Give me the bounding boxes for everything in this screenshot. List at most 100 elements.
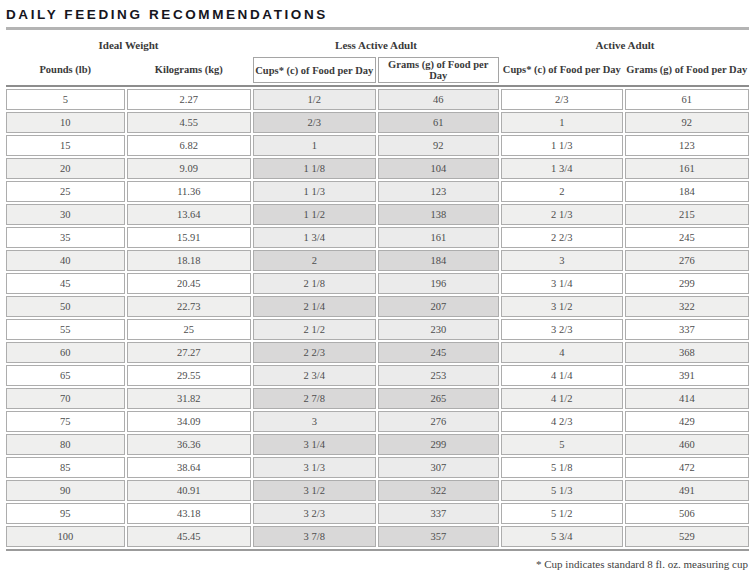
cell-grams-active: 529	[625, 526, 749, 547]
cell-cups-active: 1 1/3	[501, 135, 623, 156]
cell-cups-less-active: 2 1/8	[253, 273, 375, 294]
cell-pounds: 20	[6, 158, 125, 179]
cell-grams-less-active: 253	[378, 365, 500, 386]
cell-grams-active: 123	[625, 135, 749, 156]
cell-grams-less-active: 46	[378, 89, 500, 110]
cell-cups-less-active: 1	[253, 135, 375, 156]
cell-grams-active: 429	[625, 411, 749, 432]
footnote: * Cup indicates standard 8 fl. oz. measu…	[6, 558, 749, 570]
cell-cups-active: 5 1/3	[501, 480, 623, 501]
cell-pounds: 50	[6, 296, 125, 317]
cell-cups-active: 3 1/2	[501, 296, 623, 317]
cell-grams-less-active: 307	[378, 457, 500, 478]
cell-cups-less-active: 3 2/3	[253, 503, 375, 524]
group-header-ideal-weight: Ideal Weight	[6, 35, 251, 55]
cell-kilograms: 2.27	[127, 89, 251, 110]
cell-kilograms: 27.27	[127, 342, 251, 363]
cell-grams-less-active: 123	[378, 181, 500, 202]
cell-cups-less-active: 2 1/4	[253, 296, 375, 317]
cell-grams-active: 276	[625, 250, 749, 271]
cell-cups-active: 5 1/2	[501, 503, 623, 524]
cell-kilograms: 25	[127, 319, 251, 340]
cell-cups-less-active: 1 3/4	[253, 227, 375, 248]
cell-cups-less-active: 2/3	[253, 112, 375, 133]
feeding-table: Ideal Weight Less Active Adult Active Ad…	[6, 35, 749, 551]
cell-cups-less-active: 3 1/3	[253, 457, 375, 478]
cell-pounds: 45	[6, 273, 125, 294]
cell-grams-less-active: 104	[378, 158, 500, 179]
group-header-active-adult: Active Adult	[501, 35, 749, 55]
cell-grams-active: 491	[625, 480, 749, 501]
cell-pounds: 30	[6, 204, 125, 225]
cell-kilograms: 18.18	[127, 250, 251, 271]
cell-grams-less-active: 265	[378, 388, 500, 409]
cell-grams-active: 506	[625, 503, 749, 524]
cell-kilograms: 6.82	[127, 135, 251, 156]
cell-kilograms: 22.73	[127, 296, 251, 317]
cell-grams-less-active: 322	[378, 480, 500, 501]
cell-kilograms: 13.64	[127, 204, 251, 225]
page-title: DAILY FEEDING RECOMMENDATIONS	[6, 7, 749, 22]
cell-cups-less-active: 3	[253, 411, 375, 432]
column-header-pounds: Pounds (lb)	[6, 57, 125, 81]
cell-cups-active: 2 1/3	[501, 204, 623, 225]
cell-grams-less-active: 196	[378, 273, 500, 294]
cell-pounds: 55	[6, 319, 125, 340]
cell-cups-less-active: 2 7/8	[253, 388, 375, 409]
cell-grams-active: 215	[625, 204, 749, 225]
cell-grams-less-active: 276	[378, 411, 500, 432]
cell-cups-active: 4	[501, 342, 623, 363]
cell-grams-less-active: 138	[378, 204, 500, 225]
cell-grams-active: 92	[625, 112, 749, 133]
cell-cups-active: 3	[501, 250, 623, 271]
cell-cups-active: 2/3	[501, 89, 623, 110]
cell-kilograms: 4.55	[127, 112, 251, 133]
cell-grams-less-active: 299	[378, 434, 500, 455]
cell-cups-active: 4 1/4	[501, 365, 623, 386]
cell-kilograms: 9.09	[127, 158, 251, 179]
cell-cups-less-active: 2 3/4	[253, 365, 375, 386]
cell-grams-active: 391	[625, 365, 749, 386]
cell-kilograms: 43.18	[127, 503, 251, 524]
cell-pounds: 85	[6, 457, 125, 478]
cell-grams-active: 322	[625, 296, 749, 317]
cell-cups-less-active: 1/2	[253, 89, 375, 110]
cell-kilograms: 29.55	[127, 365, 251, 386]
cell-cups-less-active: 2 2/3	[253, 342, 375, 363]
cell-kilograms: 38.64	[127, 457, 251, 478]
cell-cups-active: 3 1/4	[501, 273, 623, 294]
cell-pounds: 60	[6, 342, 125, 363]
cell-pounds: 90	[6, 480, 125, 501]
cell-grams-less-active: 230	[378, 319, 500, 340]
cell-cups-less-active: 3 7/8	[253, 526, 375, 547]
group-header-less-active-adult: Less Active Adult	[253, 35, 499, 55]
cell-cups-active: 2	[501, 181, 623, 202]
column-header-cups-less-active: Cups* (c) of Food per Day	[253, 57, 375, 83]
cell-pounds: 40	[6, 250, 125, 271]
cell-kilograms: 36.36	[127, 434, 251, 455]
cell-cups-active: 2 2/3	[501, 227, 623, 248]
cell-cups-active: 5 3/4	[501, 526, 623, 547]
cell-cups-active: 5	[501, 434, 623, 455]
cell-grams-less-active: 207	[378, 296, 500, 317]
table-bottom-divider	[6, 549, 749, 551]
column-header-grams-less-active: Grams (g) of Food per Day	[378, 57, 500, 83]
header-divider	[6, 85, 749, 87]
cell-cups-active: 4 1/2	[501, 388, 623, 409]
cell-grams-active: 337	[625, 319, 749, 340]
cell-kilograms: 40.91	[127, 480, 251, 501]
cell-cups-less-active: 3 1/4	[253, 434, 375, 455]
cell-cups-less-active: 1 1/3	[253, 181, 375, 202]
cell-pounds: 95	[6, 503, 125, 524]
cell-kilograms: 15.91	[127, 227, 251, 248]
cell-pounds: 15	[6, 135, 125, 156]
cell-kilograms: 20.45	[127, 273, 251, 294]
cell-pounds: 70	[6, 388, 125, 409]
cell-kilograms: 11.36	[127, 181, 251, 202]
cell-pounds: 80	[6, 434, 125, 455]
cell-cups-less-active: 1 1/8	[253, 158, 375, 179]
cell-grams-less-active: 245	[378, 342, 500, 363]
cell-grams-active: 368	[625, 342, 749, 363]
cell-kilograms: 31.82	[127, 388, 251, 409]
cell-cups-less-active: 1 1/2	[253, 204, 375, 225]
